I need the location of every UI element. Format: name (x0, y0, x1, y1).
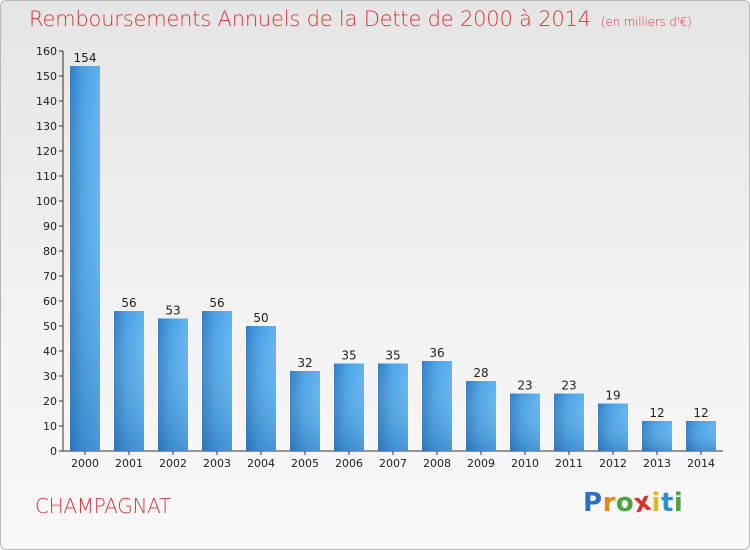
proxiti-logo: Proxiti (583, 487, 684, 520)
bar-value-label: 23 (561, 379, 576, 393)
bar-shade (554, 393, 584, 451)
x-tick-label: 2004 (247, 457, 275, 470)
y-tick-label: 80 (43, 245, 57, 258)
x-tick-label: 2008 (423, 457, 451, 470)
y-tick-label: 160 (36, 45, 57, 58)
y-tick-label: 50 (43, 320, 57, 333)
x-tick-label: 2001 (115, 457, 143, 470)
x-tick-label: 2009 (467, 457, 495, 470)
x-tick-label: 2007 (379, 457, 407, 470)
y-tick-label: 120 (36, 145, 57, 158)
bar-value-label: 56 (121, 296, 136, 310)
y-tick-label: 20 (43, 395, 57, 408)
bar-value-label: 154 (74, 51, 97, 65)
x-tick-label: 2013 (643, 457, 671, 470)
bar-value-label: 28 (473, 366, 488, 380)
y-tick-label: 130 (36, 120, 57, 133)
y-tick-label: 70 (43, 270, 57, 283)
bar-shade (466, 381, 496, 451)
bar-value-label: 19 (605, 389, 620, 403)
bar-shade (202, 311, 232, 451)
y-tick-label: 30 (43, 370, 57, 383)
bar-shade (290, 371, 320, 451)
chart-axes: 0 10 20 30 40 50 60 70 80 90 100 110 120 130 140 150 160 (36, 45, 723, 458)
bar-shade (422, 361, 452, 451)
x-tick-label: 2014 (687, 457, 715, 470)
bar-shade (686, 421, 716, 451)
x-tick-label: 2011 (555, 457, 583, 470)
bar-shade (598, 403, 628, 451)
y-tick-label: 110 (36, 170, 57, 183)
bar-shade (642, 421, 672, 451)
bar-shade (334, 363, 364, 451)
bar-value-label: 53 (165, 304, 180, 318)
y-tick-label: 10 (43, 420, 57, 433)
bar-shade (246, 326, 276, 451)
x-tick-label: 2012 (599, 457, 627, 470)
logo-letter: t (660, 488, 674, 518)
bar-shade (158, 318, 188, 451)
y-tick-label: 40 (43, 345, 57, 358)
bar-value-label: 12 (649, 406, 664, 420)
y-tick-label: 90 (43, 220, 57, 233)
logo-letter: i (651, 488, 661, 518)
bar-value-label: 23 (517, 379, 532, 393)
bar-value-label: 35 (341, 349, 356, 363)
bar-shade (114, 311, 144, 451)
logo-letter: o (615, 488, 635, 518)
y-tick-label: 60 (43, 295, 57, 308)
bar-value-label: 36 (429, 346, 444, 360)
bar-shade (510, 393, 540, 451)
logo-letter: P (583, 488, 603, 518)
chart-unit-note: (en milliers d'€) (600, 15, 692, 29)
bar-shade (378, 363, 408, 451)
chart-bars (70, 66, 716, 451)
bar-value-label: 50 (253, 311, 268, 325)
logo-letter: i (673, 488, 684, 518)
x-tick-label: 2000 (71, 457, 99, 470)
chart-labels: 2000 154 2001 56 2002 53 2003 56 2004 50 2005 32 200… (71, 51, 715, 470)
bar-shade (70, 66, 100, 451)
x-tick-label: 2006 (335, 457, 363, 470)
logo-letter: r (602, 488, 616, 518)
chart-title: Remboursements Annuels de la Dette de 20… (29, 7, 692, 31)
bar-value-label: 35 (385, 349, 400, 363)
commune-name: CHAMPAGNAT (35, 494, 171, 518)
x-tick-label: 2005 (291, 457, 319, 470)
chart-title-text: Remboursements Annuels de la Dette de 20… (29, 7, 591, 31)
bar-value-label: 56 (209, 296, 224, 310)
x-tick-label: 2010 (511, 457, 539, 470)
y-tick-label: 140 (36, 95, 57, 108)
bar-value-label: 32 (297, 356, 312, 370)
y-tick-label: 150 (36, 70, 57, 83)
y-tick-label: 0 (50, 445, 57, 458)
y-tick-label: 100 (36, 195, 57, 208)
bar-value-label: 12 (693, 406, 708, 420)
x-tick-label: 2002 (159, 457, 187, 470)
x-tick-label: 2003 (203, 457, 231, 470)
